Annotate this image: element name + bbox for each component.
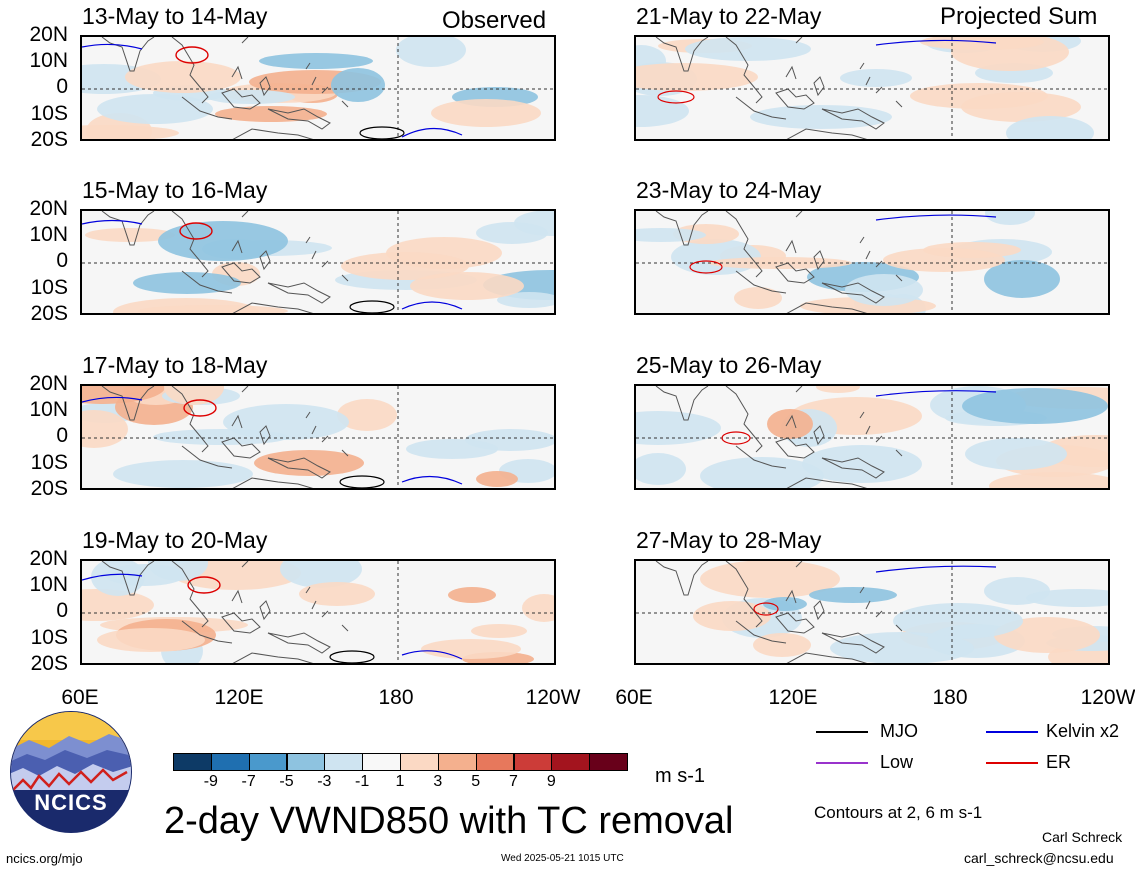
left-map-panel — [80, 209, 556, 315]
lat-label: 0 — [56, 424, 68, 447]
kelvin-legend-label: Kelvin x2 — [1046, 721, 1120, 741]
lat-label: 0 — [56, 75, 68, 98]
right-map-panel — [634, 209, 1110, 315]
map-field — [636, 386, 1108, 488]
main-title: 2-day VWND850 with TC removal — [164, 800, 734, 842]
footer-url[interactable]: ncics.org/mjo — [6, 851, 83, 866]
map-field — [636, 211, 1108, 313]
low-legend-line — [816, 762, 868, 764]
colorbar-swatch — [589, 753, 628, 771]
map-field — [82, 386, 554, 488]
colorbar-swatch — [437, 753, 477, 771]
footer-author: Carl Schreck — [1042, 829, 1123, 845]
low-legend-label: Low — [880, 752, 914, 772]
lon-label: 60E — [61, 686, 99, 709]
colorbar-tick-label: -5 — [279, 773, 294, 790]
colorbar-tick-label: 9 — [546, 773, 556, 790]
map-field — [636, 37, 1108, 139]
lat-label: 20N — [29, 372, 68, 395]
er-legend-label: ER — [1046, 752, 1072, 772]
lat-label: 0 — [56, 249, 68, 272]
lon-label: 120W — [525, 686, 581, 709]
map-field — [82, 561, 554, 663]
footer-timestamp: Wed 2025-05-21 1015 UTC — [501, 853, 624, 864]
colorbar-labels: -9 -7 -5 -3 -1 1 3 5 7 9 — [173, 773, 627, 793]
lat-label: 20S — [30, 477, 68, 500]
colorbar-swatch — [210, 753, 250, 771]
colorbar-swatch — [362, 753, 401, 771]
projected-label: Projected Sum — [940, 3, 1098, 30]
colorbar-tick-label: -3 — [317, 773, 332, 790]
colorbar-tick-label: -7 — [241, 773, 256, 790]
lat-label: 10S — [30, 276, 68, 299]
lat-label: 10S — [30, 626, 68, 649]
left-panel-title: 13-May to 14-May — [82, 3, 268, 29]
lat-label: 20S — [30, 128, 68, 151]
lat-label: 10N — [29, 398, 68, 421]
colorbar-tick-label: 7 — [509, 773, 518, 790]
colorbar — [173, 753, 628, 771]
left-map-panel — [80, 559, 556, 665]
lon-label: 180 — [932, 686, 968, 709]
map-field — [82, 37, 554, 139]
contours-note: Contours at 2, 6 m s-1 — [814, 803, 983, 822]
colorbar-swatch — [551, 753, 591, 771]
map-field — [82, 211, 554, 313]
lat-label: 10N — [29, 223, 68, 246]
lat-label: 0 — [56, 599, 68, 622]
mjo-legend-line — [816, 731, 868, 733]
colorbar-swatch — [173, 753, 212, 771]
lon-label: 120W — [1080, 686, 1135, 709]
lat-label: 20N — [29, 547, 68, 570]
left-map-panel — [80, 384, 556, 490]
colorbar-tick-label: -9 — [203, 773, 218, 790]
lon-label: 120E — [214, 686, 264, 709]
colorbar-swatch — [513, 753, 553, 771]
lon-label: 120E — [768, 686, 818, 709]
right-panel-title: 27-May to 28-May — [636, 527, 822, 553]
colorbar-swatch — [286, 753, 326, 771]
ncics-logo: NCICS — [9, 710, 133, 834]
left-panel-title: 15-May to 16-May — [82, 177, 268, 203]
lon-label: 180 — [378, 686, 414, 709]
lat-label: 20N — [29, 197, 68, 220]
colorbar-swatch — [400, 753, 439, 771]
right-panel-title: 23-May to 24-May — [636, 177, 822, 203]
map-field — [636, 561, 1108, 663]
right-map-panel — [634, 384, 1110, 490]
left-panel-title: 19-May to 20-May — [82, 527, 268, 553]
colorbar-tick-label: -1 — [355, 773, 370, 790]
lat-label: 20N — [29, 23, 68, 46]
observed-label: Observed — [442, 7, 547, 34]
right-panel-title: 21-May to 22-May — [636, 3, 822, 29]
lat-label: 20S — [30, 652, 68, 675]
footer-email: carl_schreck@ncsu.edu — [964, 850, 1114, 866]
colorbar-units: m s-1 — [655, 765, 705, 787]
colorbar-swatch — [475, 753, 515, 771]
right-map-panel — [634, 559, 1110, 665]
kelvin-legend-line — [986, 731, 1038, 733]
colorbar-tick-label: 3 — [433, 773, 443, 790]
mjo-legend-label: MJO — [880, 721, 918, 741]
colorbar-swatch — [324, 753, 364, 771]
left-panel-title: 17-May to 18-May — [82, 352, 268, 378]
lat-label: 10N — [29, 49, 68, 72]
colorbar-tick-label: 5 — [471, 773, 481, 790]
colorbar-swatch — [248, 753, 288, 771]
lat-label: 10S — [30, 102, 68, 125]
lat-label: 10S — [30, 451, 68, 474]
left-map-panel — [80, 35, 556, 141]
lon-label: 60E — [615, 686, 653, 709]
er-legend-line — [986, 762, 1038, 764]
lat-label: 10N — [29, 573, 68, 596]
logo-text: NCICS — [34, 790, 108, 815]
lat-label: 20S — [30, 302, 68, 325]
right-panel-title: 25-May to 26-May — [636, 352, 822, 378]
colorbar-tick-label: 1 — [395, 773, 405, 790]
right-map-panel — [634, 35, 1110, 141]
